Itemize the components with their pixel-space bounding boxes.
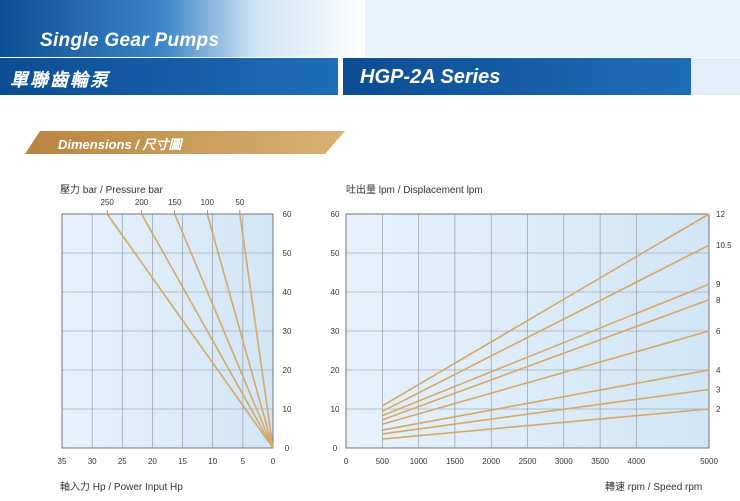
left-x-tick-label: 30 xyxy=(88,457,97,466)
series-name: HGP-2A Series xyxy=(360,66,501,88)
pressure-line-250 xyxy=(106,213,274,449)
right-y-tick-label: 10 xyxy=(331,405,340,414)
left-y-tick-label: 60 xyxy=(283,210,292,219)
right-y-tick-label: 30 xyxy=(331,327,340,336)
left-x-axis-title: 軸入力 Hp / Power Input Hp xyxy=(60,482,183,493)
left-y-tick-label: 50 xyxy=(283,249,292,258)
left-y-tick-label: 40 xyxy=(283,288,292,297)
header-top-band xyxy=(0,0,365,57)
right-x-tick-label: 500 xyxy=(376,457,390,466)
left-x-tick-label: 25 xyxy=(118,457,127,466)
displacement-line-2 xyxy=(382,408,710,440)
left-top-axis-title: 壓力 bar / Pressure bar xyxy=(60,185,163,196)
pressure-tick-label: 150 xyxy=(168,198,182,207)
displacement-line-9 xyxy=(382,283,710,417)
right-x-tick-label: 1000 xyxy=(410,457,428,466)
pressure-line-100 xyxy=(206,213,274,449)
left-y-tick-label: 30 xyxy=(283,327,292,336)
header-right-bar xyxy=(343,58,691,95)
left-x-tick-label: 10 xyxy=(208,457,217,466)
right-x-tick-label: 2500 xyxy=(519,457,537,466)
left-x-tick-label: 5 xyxy=(241,457,246,466)
header-right-tail xyxy=(691,58,740,95)
product-title-chinese: 單聯齒輪泵 xyxy=(10,70,110,90)
right-x-tick-label: 4000 xyxy=(628,457,646,466)
left-x-tick-label: 35 xyxy=(58,457,67,466)
displacement-chart: 0 500 1000 1500 2000 2500 3000 3500 4000 5000 0 10 2… xyxy=(331,210,733,466)
pressure-line-150 xyxy=(173,213,274,449)
left-x-tick-label: 20 xyxy=(148,457,157,466)
right-y-tick-label: 40 xyxy=(331,288,340,297)
displacement-line-10.5 xyxy=(381,244,710,413)
right-x-tick-label: 0 xyxy=(344,457,349,466)
left-y-tick-label: 0 xyxy=(285,444,290,453)
pressure-tick-label: 200 xyxy=(135,198,149,207)
right-x-tick-label: 1500 xyxy=(446,457,464,466)
series-label-12: 12 xyxy=(716,210,725,219)
left-x-tick-label: 0 xyxy=(271,457,276,466)
pressure-tick-label: 250 xyxy=(101,198,115,207)
series-label-9: 9 xyxy=(716,280,721,289)
displacement-line-6 xyxy=(382,330,710,425)
header-left-bar xyxy=(0,58,338,95)
left-y-tick-label: 20 xyxy=(283,366,292,375)
displacement-line-12 xyxy=(381,213,710,407)
right-x-tick-label: 5000 xyxy=(700,457,718,466)
right-x-axis-title: 轉速 rpm / Speed rpm xyxy=(605,482,703,493)
displacement-line-8 xyxy=(382,299,710,421)
section-bar xyxy=(25,131,345,154)
right-y-tick-label: 0 xyxy=(333,444,338,453)
pressure-tick-label: 100 xyxy=(201,198,215,207)
series-label-10.5: 10.5 xyxy=(716,241,732,250)
series-label-4: 4 xyxy=(716,366,721,375)
left-y-tick-label: 10 xyxy=(283,405,292,414)
pressure-tick-label: 50 xyxy=(235,198,244,207)
right-x-tick-label: 2000 xyxy=(482,457,500,466)
header-right-band xyxy=(365,0,740,57)
right-y-tick-label: 20 xyxy=(331,366,340,375)
left-x-tick-label: 15 xyxy=(178,457,187,466)
displacement-line-3 xyxy=(382,388,710,435)
series-label-6: 6 xyxy=(716,327,721,336)
right-y-tick-label: 60 xyxy=(331,210,340,219)
displacement-line-4 xyxy=(382,369,710,431)
pressure-line-200 xyxy=(140,213,274,449)
right-x-tick-label: 3500 xyxy=(591,457,609,466)
right-x-tick-label: 3000 xyxy=(555,457,573,466)
pressure-line-50 xyxy=(239,213,274,449)
section-label: Dimensions / 尺寸圖 xyxy=(58,137,182,152)
series-label-8: 8 xyxy=(716,296,721,305)
product-title: Single Gear Pumps xyxy=(40,30,220,51)
series-label-2: 2 xyxy=(716,405,721,414)
right-y-axis-title: 吐出量 lpm / Displacement lpm xyxy=(346,185,483,196)
series-label-3: 3 xyxy=(716,386,721,395)
right-y-tick-label: 50 xyxy=(331,249,340,258)
